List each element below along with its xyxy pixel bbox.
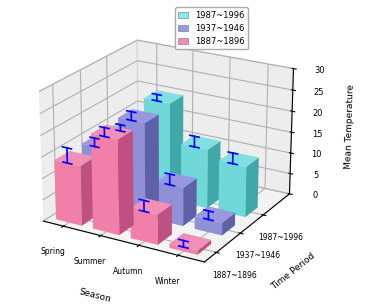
Legend: 1987~1996, 1937~1946, 1887~1896: 1987~1996, 1937~1946, 1887~1896 [175, 7, 248, 50]
Y-axis label: Time Period: Time Period [270, 251, 317, 292]
X-axis label: Season: Season [78, 288, 112, 304]
